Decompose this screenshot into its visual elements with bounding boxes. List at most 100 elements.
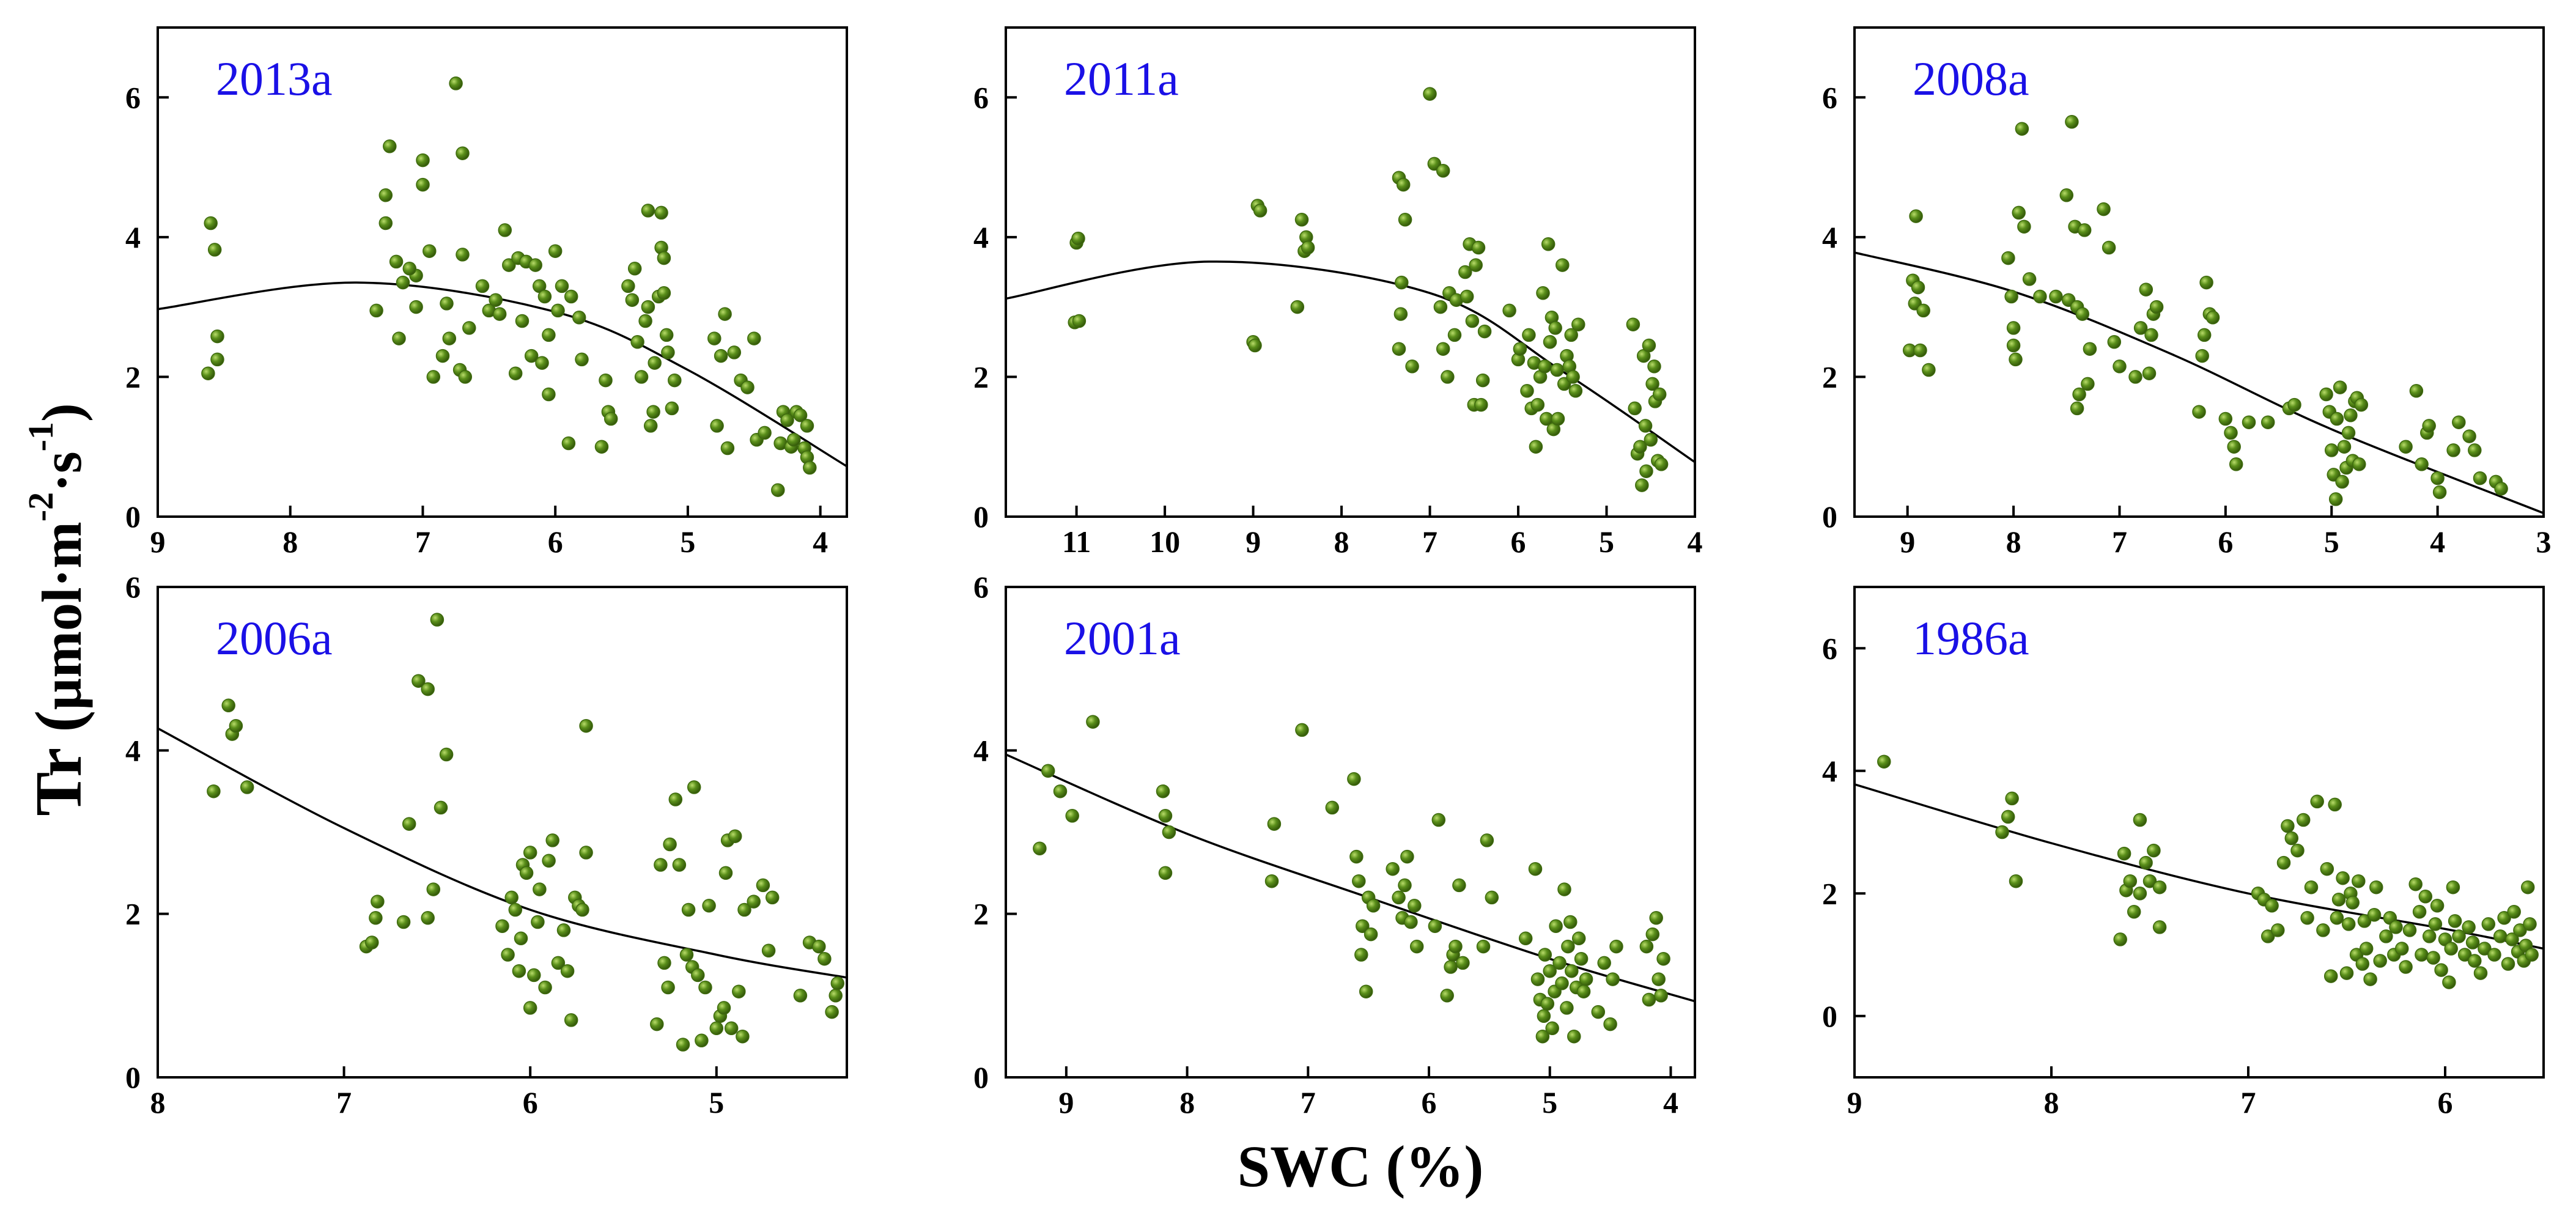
data-point xyxy=(1628,401,1642,416)
data-point xyxy=(1528,861,1543,876)
data-point xyxy=(2501,957,2515,971)
x-tick-label: 6 xyxy=(548,525,563,559)
data-point xyxy=(1356,919,1370,933)
data-point xyxy=(718,866,733,880)
x-tick-label: 4 xyxy=(1663,1085,1678,1120)
data-point xyxy=(2075,307,2090,321)
data-point xyxy=(389,254,404,269)
x-tick-label: 6 xyxy=(523,1085,538,1120)
data-point xyxy=(1477,324,1492,339)
data-point xyxy=(523,846,537,860)
data-point xyxy=(2324,443,2339,457)
data-point xyxy=(747,331,761,345)
data-point xyxy=(416,177,430,192)
data-point xyxy=(365,935,379,950)
data-point xyxy=(1354,948,1368,962)
data-point xyxy=(695,1033,709,1048)
data-point xyxy=(378,216,393,231)
data-point xyxy=(724,1021,739,1036)
data-point xyxy=(1568,384,1583,398)
data-point xyxy=(603,411,618,426)
data-point xyxy=(2009,874,2023,888)
data-point xyxy=(2446,880,2460,895)
data-point xyxy=(646,405,660,419)
data-point xyxy=(1574,951,1589,966)
data-point xyxy=(229,718,243,733)
data-point xyxy=(561,436,576,451)
data-point xyxy=(672,858,687,872)
x-tick-label: 3 xyxy=(2536,525,2552,559)
data-point xyxy=(1551,411,1565,426)
data-point xyxy=(201,366,215,380)
data-point xyxy=(2128,370,2142,384)
data-point xyxy=(2352,874,2366,888)
data-point xyxy=(2341,426,2356,440)
data-point xyxy=(2152,920,2167,934)
plot-frame xyxy=(157,586,848,1079)
data-point xyxy=(1405,360,1419,374)
data-point xyxy=(2296,813,2311,827)
data-point xyxy=(654,858,668,872)
data-point xyxy=(2430,899,2445,913)
data-point xyxy=(564,1013,578,1027)
data-point xyxy=(1911,280,1925,295)
data-point xyxy=(2033,289,2047,304)
data-point xyxy=(560,964,575,978)
data-point xyxy=(2139,282,2153,297)
data-point xyxy=(1352,874,1366,888)
data-point xyxy=(435,349,450,363)
data-point xyxy=(2113,360,2127,374)
data-point xyxy=(1545,1021,1559,1036)
data-point xyxy=(717,1001,731,1015)
data-point xyxy=(1290,300,1305,314)
data-point xyxy=(1366,899,1381,913)
data-point xyxy=(740,380,755,394)
data-point xyxy=(2304,880,2319,895)
y-tick-label: 4 xyxy=(125,733,141,767)
data-point xyxy=(634,370,649,384)
data-point xyxy=(421,682,435,696)
data-point xyxy=(1476,939,1491,954)
data-point xyxy=(1565,964,1579,978)
data-point xyxy=(707,331,722,345)
data-point xyxy=(2359,942,2374,956)
data-point xyxy=(1606,972,1620,986)
data-point xyxy=(1474,397,1488,412)
data-point xyxy=(2265,899,2279,913)
data-point xyxy=(439,747,454,762)
data-point xyxy=(2006,321,2021,335)
data-point xyxy=(1567,1029,1581,1044)
data-point xyxy=(1395,275,1409,290)
data-point xyxy=(1053,784,1068,799)
chart-panel-2006a: 8 7 6 5 0 2 4 6 2006a xyxy=(125,570,848,1120)
data-point xyxy=(462,321,476,335)
data-point xyxy=(825,1005,839,1019)
data-point xyxy=(2331,893,2346,907)
data-point xyxy=(2337,440,2352,454)
y-tick-label: 4 xyxy=(125,220,141,254)
data-point xyxy=(2072,387,2086,402)
data-point xyxy=(502,258,516,272)
data-point xyxy=(1294,213,1309,227)
data-point xyxy=(2229,457,2243,471)
data-point xyxy=(2330,411,2344,426)
data-point xyxy=(1535,1029,1550,1044)
data-point xyxy=(2199,275,2213,290)
data-point xyxy=(411,674,426,688)
data-point xyxy=(555,279,569,293)
data-point xyxy=(501,948,515,962)
y-tick-label: 0 xyxy=(973,500,989,534)
data-point xyxy=(668,792,683,806)
data-point xyxy=(2281,819,2295,833)
data-point xyxy=(709,1021,724,1036)
y-tick-label: 6 xyxy=(1822,80,1837,114)
data-point xyxy=(1086,715,1100,729)
data-point xyxy=(1393,307,1408,321)
data-point xyxy=(2402,923,2417,937)
y-tick-label: 0 xyxy=(1822,500,1837,534)
data-point xyxy=(2133,813,2147,827)
y-tick-label: 0 xyxy=(125,1060,141,1094)
panel-year-label: 1986a xyxy=(1913,611,2029,665)
data-point xyxy=(1441,370,1455,384)
data-point xyxy=(1642,338,1656,353)
